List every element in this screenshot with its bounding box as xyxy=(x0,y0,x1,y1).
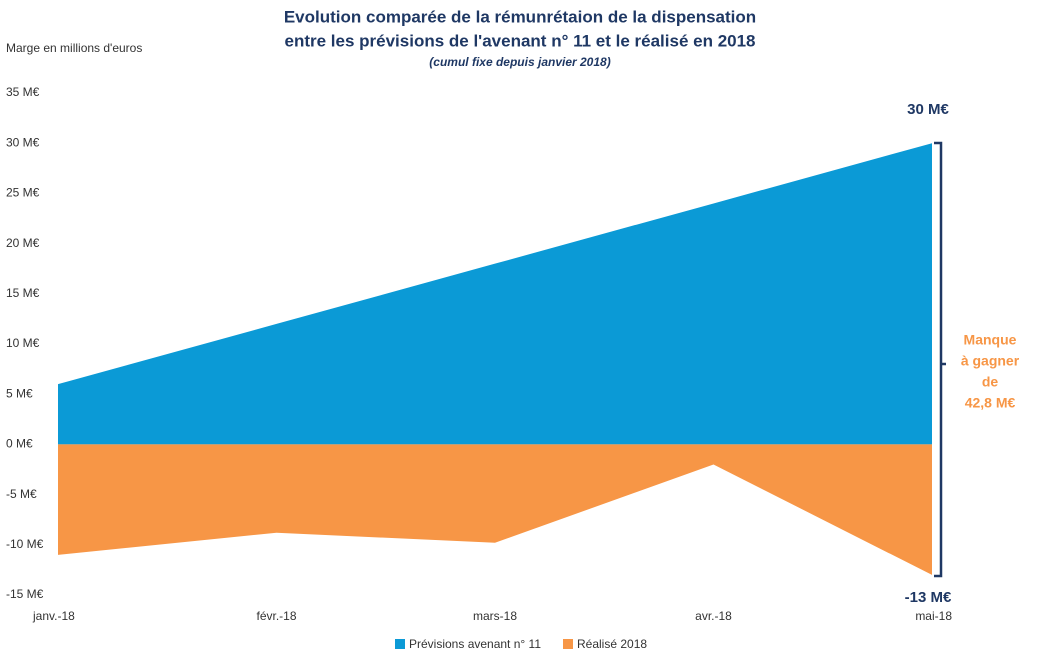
gap-label: à gagner xyxy=(961,353,1020,369)
x-tick-label: févr.-18 xyxy=(256,609,296,623)
x-tick-label: mars-18 xyxy=(473,609,517,623)
y-tick-label: -10 M€ xyxy=(6,537,44,551)
bracket xyxy=(934,141,946,578)
y-tick-label: 25 M€ xyxy=(6,186,40,200)
chart-title: Evolution comparée de la rémunrétaion de… xyxy=(284,7,756,26)
plot xyxy=(58,143,932,575)
y-tick-label: 35 M€ xyxy=(6,85,40,99)
y-tick-label: -5 M€ xyxy=(6,487,37,501)
legend: Prévisions avenant n° 11 Réalisé 2018 xyxy=(395,637,647,651)
legend-swatch xyxy=(563,639,573,649)
y-tick-label: 10 M€ xyxy=(6,336,40,350)
y-tick-label: 5 M€ xyxy=(6,386,33,400)
gap-label: de xyxy=(982,374,999,390)
x-tick-label: mai-18 xyxy=(915,609,952,623)
y-tick-label: 15 M€ xyxy=(6,286,40,300)
gap-label: Manque xyxy=(964,332,1017,348)
y-tick-label: 0 M€ xyxy=(6,437,33,451)
area xyxy=(58,143,932,445)
area xyxy=(58,444,932,575)
legend-label: Réalisé 2018 xyxy=(577,637,647,651)
y-tick-label: 20 M€ xyxy=(6,236,40,250)
y-axis-label: Marge en millions d'euros xyxy=(6,41,142,55)
bottom-label: -13 M€ xyxy=(905,589,952,606)
x-tick-label: avr.-18 xyxy=(695,609,732,623)
chart-title: entre les prévisions de l'avenant n° 11 … xyxy=(284,31,755,50)
legend-label: Prévisions avenant n° 11 xyxy=(409,637,541,651)
y-tick-label: 30 M€ xyxy=(6,135,40,149)
y-tick-label: -15 M€ xyxy=(6,587,44,601)
gap-label: 42,8 M€ xyxy=(965,395,1016,411)
chart-subtitle: (cumul fixe depuis janvier 2018) xyxy=(429,55,610,69)
x-tick-label: janv.-18 xyxy=(32,609,75,623)
top-label: 30 M€ xyxy=(907,101,949,118)
legend-swatch xyxy=(395,639,405,649)
